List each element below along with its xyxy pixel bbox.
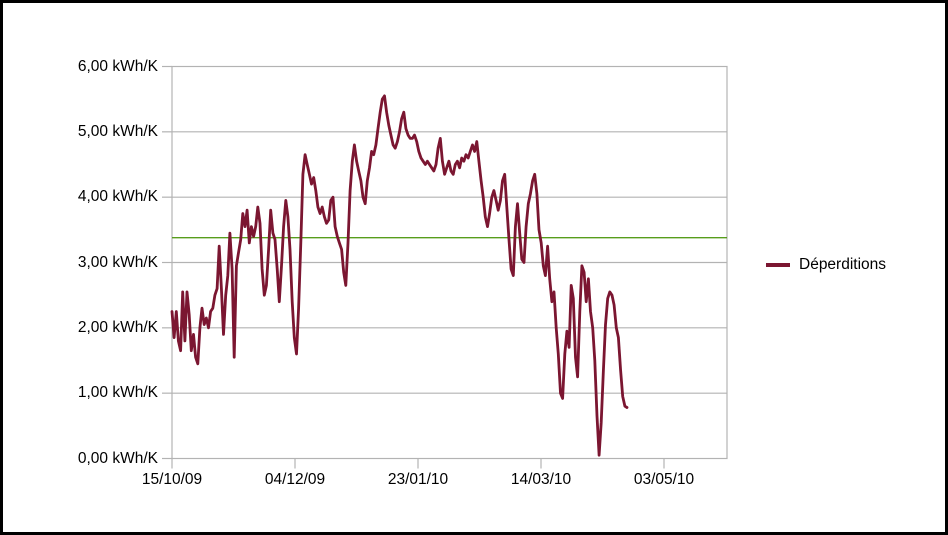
x-axis-label: 03/05/10 — [633, 470, 695, 488]
legend-label: Déperditions — [799, 256, 887, 273]
x-axis-label: 15/10/09 — [141, 470, 203, 488]
legend-line-marker — [766, 263, 790, 267]
y-axis-label: 4,00 kWh/K — [77, 188, 158, 206]
y-axis-label: 1,00 kWh/K — [77, 384, 158, 402]
series-line-deperditions — [170, 94, 629, 457]
y-axis-label: 0,00 kWh/K — [77, 449, 158, 467]
y-axis-label: 6,00 kWh/K — [77, 57, 158, 75]
y-axis-label: 2,00 kWh/K — [77, 318, 158, 336]
x-axis-label: 14/03/10 — [510, 470, 572, 488]
legend: Déperditions — [766, 256, 886, 274]
y-axis-label: 3,00 kWh/K — [77, 253, 158, 271]
x-axis-label: 04/12/09 — [264, 470, 326, 488]
x-axis-label: 23/01/10 — [387, 470, 449, 488]
y-axis-label: 5,00 kWh/K — [77, 122, 158, 140]
